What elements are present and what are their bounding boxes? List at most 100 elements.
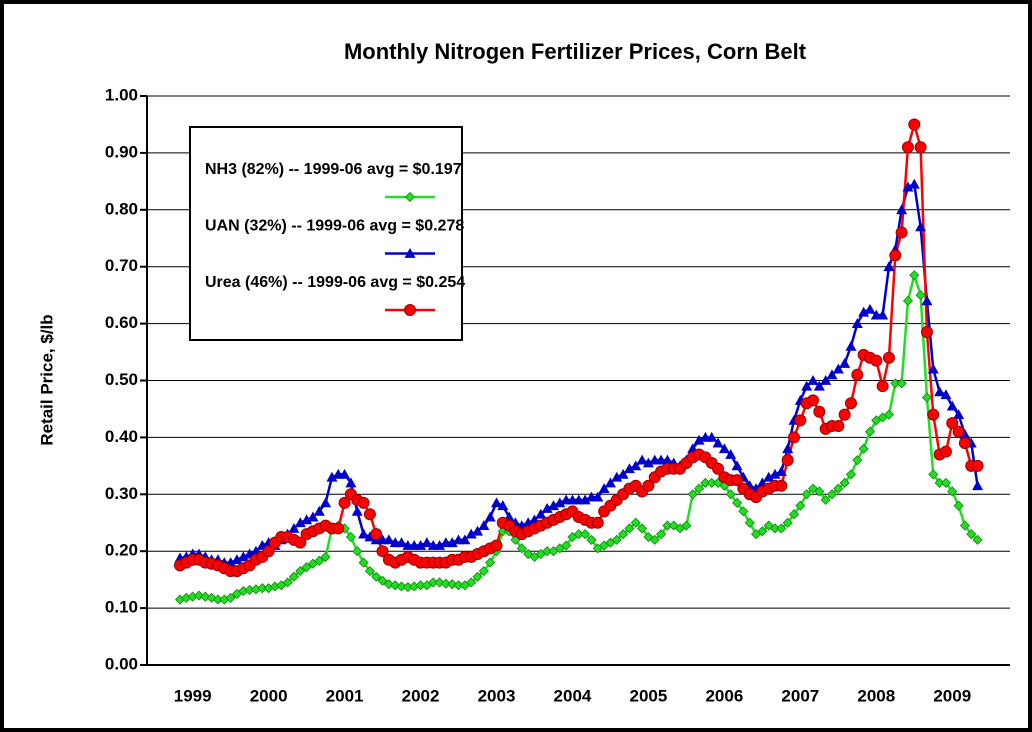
y-tick-label: 0.60 <box>105 313 138 332</box>
x-tick-label: 2005 <box>630 686 668 705</box>
marker <box>465 528 477 539</box>
marker <box>485 557 496 568</box>
legend-label: UAN (32%) -- 1999-06 avg = $0.278 <box>205 218 464 235</box>
marker <box>972 534 983 545</box>
y-tick-label: 0.10 <box>105 598 138 617</box>
marker <box>914 141 927 154</box>
marker <box>491 497 502 508</box>
marker <box>921 392 933 403</box>
marker <box>952 425 965 438</box>
marker <box>807 375 819 385</box>
marker <box>833 483 844 494</box>
marker <box>813 405 826 418</box>
marker <box>592 491 604 502</box>
marker <box>288 571 300 582</box>
marker <box>294 536 307 549</box>
marker <box>516 543 527 554</box>
y-tick-label: 0.00 <box>105 654 138 673</box>
marker <box>844 397 857 410</box>
marker <box>358 557 369 568</box>
marker <box>712 462 725 475</box>
marker <box>404 304 416 316</box>
marker <box>288 522 300 533</box>
marker <box>326 471 338 482</box>
marker <box>820 494 831 506</box>
marker <box>535 508 547 519</box>
marker <box>757 526 768 537</box>
marker <box>838 408 851 421</box>
marker <box>447 579 458 590</box>
x-tick-label: 2003 <box>478 686 516 705</box>
marker <box>434 540 446 550</box>
y-tick-label: 0.40 <box>105 427 138 446</box>
marker <box>795 500 806 511</box>
marker <box>586 534 597 545</box>
marker <box>946 417 959 430</box>
marker <box>561 540 572 551</box>
marker <box>801 489 812 500</box>
marker <box>383 579 394 590</box>
marker <box>901 141 914 154</box>
marker <box>927 408 940 421</box>
marker <box>490 539 503 552</box>
marker <box>781 454 794 467</box>
marker <box>404 191 416 203</box>
legend-box <box>189 126 463 341</box>
marker <box>731 460 743 471</box>
y-tick-label: 0.70 <box>105 256 138 275</box>
marker <box>611 471 623 482</box>
marker <box>338 496 351 509</box>
marker <box>294 517 306 528</box>
marker <box>959 520 970 531</box>
marker <box>396 537 408 548</box>
marker <box>718 443 730 454</box>
marker <box>851 318 863 328</box>
marker <box>794 414 807 427</box>
marker <box>915 290 926 301</box>
marker <box>301 562 312 573</box>
marker <box>896 378 907 389</box>
y-tick-label: 1.00 <box>105 85 138 104</box>
marker <box>947 486 958 497</box>
marker <box>902 295 914 306</box>
marker <box>472 525 484 536</box>
marker <box>363 508 376 521</box>
x-tick-label: 1999 <box>174 686 212 705</box>
marker <box>725 489 736 500</box>
marker <box>972 480 984 491</box>
marker <box>547 500 559 511</box>
marker <box>928 469 939 480</box>
x-tick-label: 2007 <box>781 686 819 705</box>
marker <box>839 357 851 368</box>
marker <box>320 497 332 508</box>
marker <box>193 590 205 601</box>
marker <box>484 511 496 522</box>
marker <box>681 520 692 531</box>
marker <box>788 509 800 520</box>
marker <box>877 309 889 320</box>
grid: 0.00 0.10 0.20 0.30 0.40 0.50 0.60 0.70 0.80 0.90… <box>105 85 1010 705</box>
marker <box>895 226 908 239</box>
marker <box>940 389 952 400</box>
marker <box>896 204 908 215</box>
y-tick-label: 0.50 <box>105 370 138 389</box>
marker <box>295 566 306 577</box>
marker <box>915 221 927 232</box>
marker <box>200 591 211 602</box>
marker <box>870 354 883 367</box>
marker <box>953 500 964 511</box>
marker <box>731 497 743 508</box>
marker <box>371 571 382 582</box>
marker <box>788 431 801 444</box>
marker <box>763 471 775 482</box>
marker <box>858 306 870 317</box>
marker <box>858 443 869 454</box>
marker <box>472 571 483 582</box>
marker <box>953 409 965 420</box>
marker <box>579 494 591 505</box>
marker <box>921 295 933 306</box>
x-tick-label: 2002 <box>402 686 440 705</box>
marker <box>623 463 635 474</box>
y-axis-label: Retail Price, $/lb <box>37 314 56 445</box>
